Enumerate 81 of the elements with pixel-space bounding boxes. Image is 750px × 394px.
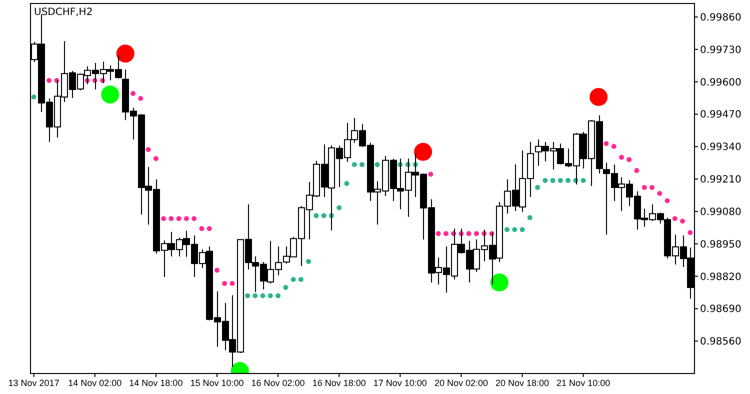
chart-title: USDCHF,H2 xyxy=(34,7,93,18)
point xyxy=(283,284,288,290)
point xyxy=(206,226,212,232)
point xyxy=(276,293,281,298)
point xyxy=(604,141,609,146)
point xyxy=(184,216,189,222)
point xyxy=(428,172,434,177)
point xyxy=(290,277,296,282)
point xyxy=(192,216,197,222)
point xyxy=(360,162,364,168)
point xyxy=(580,178,586,184)
y-tick-label: 0.99340 xyxy=(700,142,742,154)
point xyxy=(611,144,616,149)
point xyxy=(550,178,556,184)
point xyxy=(512,227,518,232)
y-tick-label: 0.99470 xyxy=(700,110,742,121)
point xyxy=(230,280,235,286)
point xyxy=(268,293,273,298)
y-tick-label: 0.98690 xyxy=(700,304,742,316)
point xyxy=(504,227,510,232)
x-tick-label: 13 Nov 2017 xyxy=(8,378,60,388)
point xyxy=(153,156,158,162)
point xyxy=(535,185,540,190)
point xyxy=(626,157,632,162)
y-tick-label: 0.98820 xyxy=(700,272,742,283)
point xyxy=(252,293,258,298)
x-tick-label: 16 Nov 02:00 xyxy=(251,378,305,388)
point xyxy=(466,231,472,236)
point xyxy=(168,216,174,222)
point xyxy=(199,226,204,232)
x-tick-label: 21 Nov 10:00 xyxy=(556,378,610,388)
x-tick-label: 17 Nov 10:00 xyxy=(373,378,427,388)
point xyxy=(146,147,151,152)
y-tick-label: 0.99600 xyxy=(700,77,742,88)
point xyxy=(680,218,686,224)
point xyxy=(527,215,532,220)
x-tick-label: 20 Nov 02:00 xyxy=(434,378,488,388)
point xyxy=(642,185,647,190)
point xyxy=(542,178,548,184)
x-tick-label: 20 Nov 18:00 xyxy=(496,378,550,388)
point xyxy=(664,198,670,204)
point xyxy=(222,280,228,286)
point xyxy=(46,78,52,84)
x-tick-label: 15 Nov 10:00 xyxy=(190,378,244,388)
point xyxy=(214,268,220,273)
x-tick-label: 14 Nov 02:00 xyxy=(68,378,122,388)
point xyxy=(245,293,250,298)
y-tick-label: 0.98560 xyxy=(700,336,742,348)
point xyxy=(618,154,624,160)
point xyxy=(566,178,571,184)
point xyxy=(306,259,312,264)
point xyxy=(474,231,479,236)
point xyxy=(138,96,144,101)
point xyxy=(436,231,441,236)
point xyxy=(650,185,655,190)
point xyxy=(558,178,563,184)
point xyxy=(443,231,448,236)
point xyxy=(657,190,662,196)
point xyxy=(520,227,525,232)
point xyxy=(31,94,36,100)
y-tick-label: 0.99860 xyxy=(700,12,742,24)
point xyxy=(688,230,693,236)
point xyxy=(298,277,304,282)
y-tick-label: 0.99730 xyxy=(700,44,742,56)
point xyxy=(314,213,319,218)
point xyxy=(344,181,350,186)
point xyxy=(672,216,678,222)
y-tick-label: 0.99210 xyxy=(700,174,742,186)
point xyxy=(352,162,357,168)
point xyxy=(321,213,326,218)
point xyxy=(161,216,166,222)
y-tick-label: 0.99080 xyxy=(700,206,742,218)
x-tick-label: 16 Nov 18:00 xyxy=(312,378,366,388)
point xyxy=(336,205,342,210)
y-tick-label: 0.98950 xyxy=(700,239,742,250)
point xyxy=(176,216,182,222)
point xyxy=(634,168,640,174)
point xyxy=(130,91,136,96)
x-tick-label: 14 Nov 18:00 xyxy=(129,378,183,388)
point xyxy=(374,162,380,168)
point xyxy=(260,293,266,298)
